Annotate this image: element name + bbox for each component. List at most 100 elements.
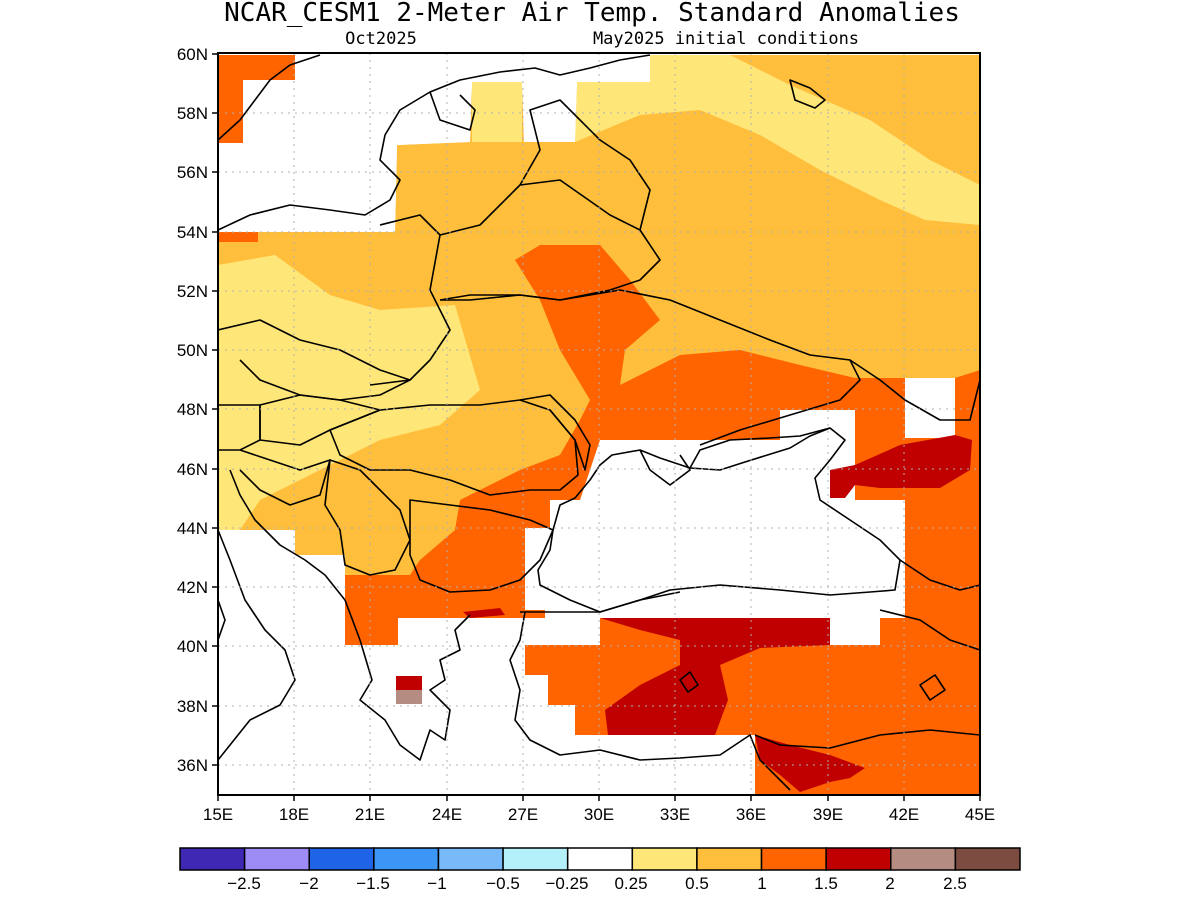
longitude-labels: 15E 18E 21E 24E 27E 30E 33E 36E 39E 42E … — [203, 805, 995, 824]
border-russia-caucasus — [849, 359, 980, 421]
anomaly-fill-0.25-0.5-southwest — [218, 255, 480, 530]
legend-swatch — [890, 847, 957, 871]
lon-label: 42E — [889, 805, 919, 824]
coastlines — [218, 54, 980, 791]
mask-caspian-north — [905, 378, 955, 438]
legend-swatch — [308, 847, 375, 871]
lon-label: 18E — [279, 805, 309, 824]
turkey-north-border — [520, 591, 681, 613]
target-month-label: Oct2025 — [345, 29, 417, 49]
legend-swatch — [502, 847, 569, 871]
border-ukraine — [440, 289, 861, 446]
lat-label: 44N — [177, 519, 208, 538]
legend-swatch — [437, 847, 504, 871]
baltic-coast — [218, 54, 651, 231]
lat-label: 54N — [177, 223, 208, 242]
border-poland — [369, 214, 451, 386]
legend-label: 2.5 — [943, 874, 967, 893]
anomaly-fill-1-1.5-turkey — [525, 600, 980, 795]
lat-label: 42N — [177, 578, 208, 597]
gulf-riga — [429, 91, 476, 131]
lat-label: 50N — [177, 341, 208, 360]
latitude-labels: 60N 58N 56N 54N 52N 50N 48N 46N 44N 42N … — [177, 45, 208, 775]
legend-label: −1.5 — [356, 874, 390, 893]
lon-label: 33E — [660, 805, 690, 824]
sweden-coast — [218, 54, 321, 141]
lon-label: 45E — [965, 805, 995, 824]
lake-1 — [679, 671, 699, 693]
anomaly-fill-1.5-2-turkey — [600, 618, 830, 735]
turkey-east — [879, 609, 980, 651]
legend-label: 1.5 — [814, 874, 838, 893]
mask-north — [218, 55, 650, 232]
turkey-syria — [754, 729, 980, 749]
lon-label: 21E — [355, 805, 385, 824]
legend-swatch — [179, 847, 246, 871]
anomaly-fill-1.5-2-marmara — [463, 608, 505, 618]
lon-label: 15E — [203, 805, 233, 824]
graticule — [218, 53, 980, 795]
border-croatia — [239, 449, 331, 506]
lat-label: 56N — [177, 163, 208, 182]
legend-label: 2 — [885, 874, 894, 893]
lat-label: 52N — [177, 282, 208, 301]
crimea — [639, 449, 691, 486]
lon-label: 39E — [813, 805, 843, 824]
lake-2 — [919, 674, 946, 701]
color-bar-labels: −2.5 −2 −1.5 −1 −0.5 −0.25 0.25 0.5 1 1.… — [227, 874, 967, 893]
anomaly-fill-1.5-2-caucasus — [830, 435, 972, 498]
anomaly-fill-1.5-2-east-turkey — [755, 735, 865, 792]
lat-label: 48N — [177, 400, 208, 419]
legend-swatch — [760, 847, 827, 871]
lon-label: 36E — [736, 805, 766, 824]
legend-swatch — [373, 847, 440, 871]
italy-coast — [218, 529, 296, 761]
lon-label: 30E — [584, 805, 614, 824]
lat-label: 46N — [177, 460, 208, 479]
border-czech-slovakia — [218, 319, 411, 401]
anomaly-cell-w — [218, 232, 258, 242]
legend-label: −0.25 — [545, 874, 588, 893]
border-serbia — [324, 459, 411, 576]
ladoga — [789, 79, 826, 109]
lat-label: 60N — [177, 45, 208, 64]
axis-ticks — [212, 53, 981, 801]
legend-label: 0.5 — [685, 874, 709, 893]
legend-swatch — [243, 847, 310, 871]
greece-coast — [344, 599, 471, 761]
legend-label: −2 — [299, 874, 318, 893]
legend-swatch — [954, 847, 1021, 871]
border-moldova — [519, 394, 591, 471]
legend-label: −2.5 — [227, 874, 261, 893]
legend-swatch — [825, 847, 892, 871]
chart-title: NCAR_CESM1 2-Meter Air Temp. Standard An… — [224, 0, 960, 28]
legend-swatch — [696, 847, 763, 871]
anomaly-fill-0.5-1-balkans — [295, 455, 480, 575]
sardinia — [218, 599, 226, 641]
lon-label: 24E — [432, 805, 462, 824]
lat-label: 40N — [177, 637, 208, 656]
lat-label: 36N — [177, 756, 208, 775]
lat-label: 58N — [177, 104, 208, 123]
russia-belarus-north — [519, 99, 651, 231]
border-bulgaria — [409, 499, 554, 593]
border-romania — [329, 399, 579, 496]
legend-label: −0.5 — [486, 874, 520, 893]
aegean-coast — [509, 611, 791, 791]
legend-swatch — [631, 847, 698, 871]
legend-label: 1 — [757, 874, 766, 893]
legend-label: 0.25 — [614, 874, 647, 893]
adriatic-coast — [229, 469, 346, 601]
legend-label: −1 — [427, 874, 446, 893]
anomaly-fill-0.25-0.5-north — [575, 55, 980, 225]
anomaly-fill-1-1.5-balkans — [345, 560, 525, 645]
caucasus-south — [899, 559, 980, 591]
lon-label: 27E — [508, 805, 538, 824]
lat-label: 38N — [177, 697, 208, 716]
initial-conditions-label: May2025 initial conditions — [593, 29, 859, 49]
anomaly-map — [218, 53, 980, 795]
border-austria — [218, 404, 261, 451]
azov-coast — [689, 427, 831, 469]
anomaly-cell-greece-brown — [396, 690, 422, 704]
